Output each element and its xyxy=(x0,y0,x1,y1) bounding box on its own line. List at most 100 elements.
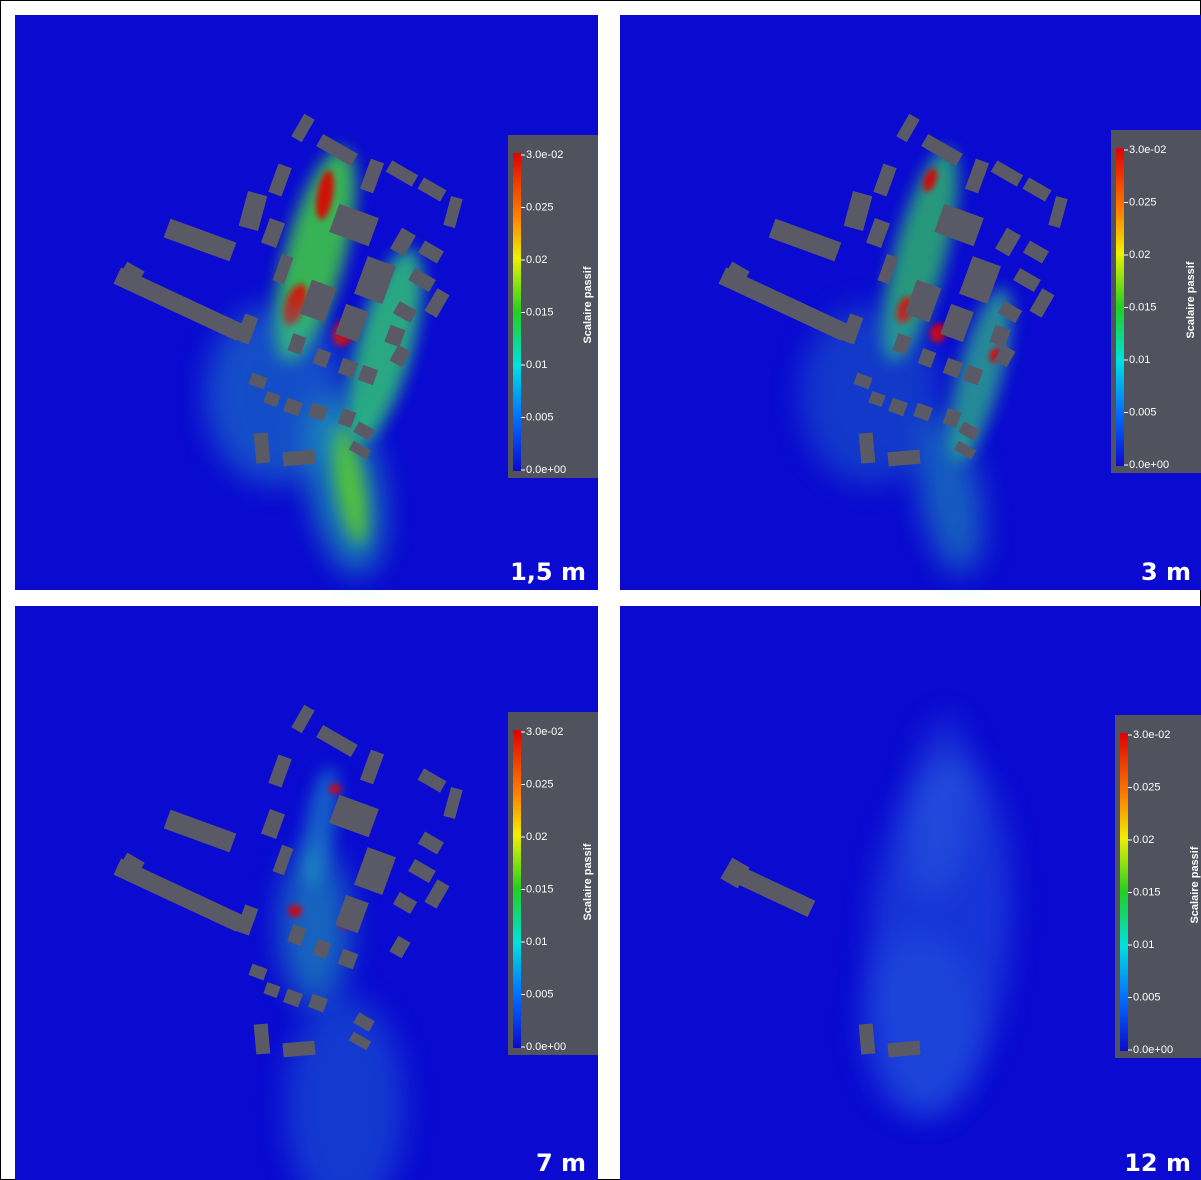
colorbar-gradient xyxy=(513,153,521,471)
colorbar-tick-label: 3.0e-02 xyxy=(1129,144,1166,156)
building xyxy=(337,357,359,379)
colorbar-tick-label: 0.02 xyxy=(1129,249,1150,261)
building xyxy=(389,935,411,959)
building xyxy=(424,879,450,909)
concentration-field xyxy=(285,996,405,1180)
building xyxy=(348,1031,372,1051)
building xyxy=(853,372,873,390)
colorbar-title: Scalaire passif xyxy=(1185,261,1197,338)
building xyxy=(1013,267,1041,293)
colorbar-tick-label: 0.0e+00 xyxy=(526,1041,566,1053)
colorbar-tick-label: 0.025 xyxy=(1129,196,1157,208)
building xyxy=(913,402,933,422)
plume xyxy=(280,766,405,1180)
building xyxy=(337,948,359,970)
building xyxy=(353,1012,375,1032)
building xyxy=(417,177,447,202)
colorbar-box xyxy=(508,135,598,478)
building xyxy=(359,749,385,785)
building xyxy=(299,279,337,323)
colorbar-tick-label: 0.015 xyxy=(1133,886,1161,898)
building xyxy=(235,904,259,936)
building xyxy=(291,113,315,143)
colorbar-title: Scalaire passif xyxy=(582,843,594,920)
concentration-field xyxy=(332,425,368,545)
building xyxy=(359,158,385,194)
colorbar: 3.0e-02 0.025 0.02 0.015 0.01 0.005 0.0e+00 Sca… xyxy=(508,135,598,478)
building xyxy=(282,1040,316,1058)
building xyxy=(995,227,1021,257)
building xyxy=(392,891,418,915)
panel-label: 3 m xyxy=(1141,558,1191,586)
colorbar-tick-label: 0.005 xyxy=(1129,406,1157,418)
colorbar-tick-label: 0.015 xyxy=(526,883,554,895)
building xyxy=(268,163,292,197)
building xyxy=(390,227,416,257)
building xyxy=(417,831,445,855)
panel: 3.0e-02 0.025 0.02 0.015 0.01 0.005 0.0e+00 Sca… xyxy=(15,606,598,1180)
building xyxy=(263,981,281,999)
building xyxy=(238,191,268,231)
colorbar-tick-label: 0.01 xyxy=(526,359,547,371)
colorbar-tick-label: 3.0e-02 xyxy=(526,149,563,161)
building xyxy=(417,240,445,264)
colorbar-tick-label: 0.02 xyxy=(1133,834,1154,846)
colorbar-tick-label: 0.005 xyxy=(526,988,554,1000)
building xyxy=(272,253,294,285)
building xyxy=(917,348,937,368)
building xyxy=(940,303,974,343)
building xyxy=(337,408,357,428)
colorbar-gradient xyxy=(513,730,521,1048)
panel-label: 7 m xyxy=(536,1149,586,1177)
building xyxy=(253,432,271,464)
building xyxy=(312,348,332,368)
building xyxy=(261,218,285,248)
building xyxy=(942,408,962,428)
building xyxy=(417,768,447,793)
colorbar-gradient xyxy=(1116,148,1124,466)
building xyxy=(888,397,908,417)
building xyxy=(329,794,379,838)
plume xyxy=(205,148,423,574)
colorbar: 3.0e-02 0.025 0.02 0.015 0.01 0.005 0.0e+00 Sca… xyxy=(508,712,598,1055)
building xyxy=(282,449,316,467)
colorbar-tick-label: 0.0e+00 xyxy=(526,464,566,476)
colorbar-tick-label: 0.005 xyxy=(1133,991,1161,1003)
building xyxy=(113,858,244,932)
colorbar-box xyxy=(1115,715,1201,1058)
panel-label: 1,5 m xyxy=(510,558,586,586)
building xyxy=(997,300,1023,324)
building xyxy=(858,432,876,464)
building xyxy=(858,1023,876,1055)
concentration-field xyxy=(929,323,947,343)
concentration-field xyxy=(316,170,334,220)
colorbar-tick-label: 0.02 xyxy=(526,831,547,843)
building xyxy=(235,313,259,345)
building xyxy=(1022,177,1052,202)
building xyxy=(962,364,984,386)
building xyxy=(443,786,463,820)
building xyxy=(896,113,920,143)
building xyxy=(958,421,980,441)
building xyxy=(268,754,292,788)
colorbar-tick-label: 0.005 xyxy=(526,411,554,423)
building xyxy=(866,218,890,248)
building xyxy=(354,847,396,895)
building xyxy=(408,858,436,884)
building xyxy=(308,402,328,422)
building xyxy=(283,397,303,417)
building xyxy=(868,390,886,408)
concentration-field xyxy=(329,784,341,794)
building xyxy=(316,724,358,758)
concentration-field xyxy=(909,716,971,896)
building xyxy=(953,440,977,460)
building xyxy=(718,267,849,341)
building xyxy=(843,191,873,231)
building xyxy=(287,924,307,946)
colorbar-gradient xyxy=(1120,733,1128,1051)
building xyxy=(253,1023,271,1055)
building xyxy=(263,390,281,408)
panel: 3.0e-02 0.025 0.02 0.015 0.01 0.005 0.0e+00 Sca… xyxy=(15,15,598,590)
building xyxy=(840,313,864,345)
building xyxy=(308,993,328,1013)
